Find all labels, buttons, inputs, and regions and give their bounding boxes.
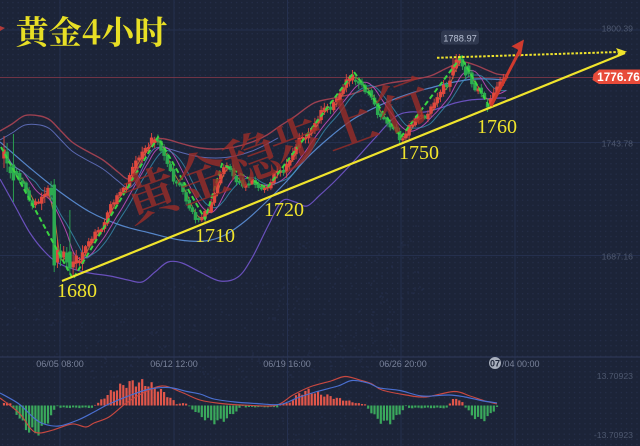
svg-text:06/12 12:00: 06/12 12:00 (150, 359, 198, 369)
svg-text:/04 00:00: /04 00:00 (502, 359, 540, 369)
svg-text:07: 07 (490, 359, 500, 369)
svg-text:1680: 1680 (57, 280, 97, 302)
svg-text:1750: 1750 (399, 142, 439, 164)
svg-text:-13.70923: -13.70923 (594, 430, 633, 440)
svg-text:1776.76: 1776.76 (597, 70, 640, 84)
svg-text:1800.39: 1800.39 (602, 24, 634, 34)
svg-text:06/26 20:00: 06/26 20:00 (379, 359, 427, 369)
svg-text:06/19 16:00: 06/19 16:00 (263, 359, 311, 369)
svg-text:1720: 1720 (264, 199, 304, 221)
svg-text:1788.97: 1788.97 (443, 34, 477, 44)
svg-text:1760: 1760 (477, 116, 517, 138)
svg-text:1687.16: 1687.16 (602, 252, 634, 262)
svg-text:06/05 08:00: 06/05 08:00 (36, 359, 84, 369)
svg-text:13.70923: 13.70923 (597, 371, 633, 381)
svg-text:1710: 1710 (195, 225, 235, 247)
svg-text:1743.78: 1743.78 (602, 139, 634, 149)
